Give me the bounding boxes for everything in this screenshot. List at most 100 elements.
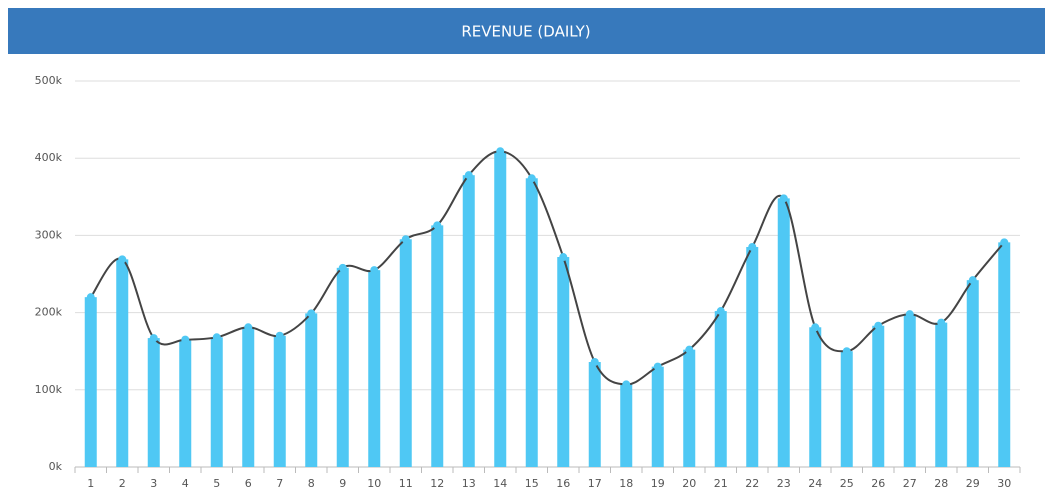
- point-marker: [433, 221, 442, 230]
- x-tick-label: 14: [493, 477, 507, 490]
- y-tick-label: 500k: [35, 74, 63, 87]
- chart-title: REVENUE (DAILY): [461, 23, 590, 41]
- bar: [557, 257, 570, 467]
- x-tick-label: 9: [339, 477, 346, 490]
- x-tick-label: 7: [276, 477, 283, 490]
- x-tick-label: 28: [934, 477, 948, 490]
- x-tick-label: 21: [714, 477, 728, 490]
- bar: [462, 175, 475, 467]
- bar: [903, 314, 916, 467]
- point-marker: [275, 331, 284, 340]
- bar: [620, 384, 633, 467]
- bar: [683, 349, 696, 467]
- x-tick-label: 13: [462, 477, 476, 490]
- bar: [588, 362, 601, 467]
- x-tick-label: 16: [556, 477, 570, 490]
- point-marker: [779, 194, 788, 203]
- point-marker: [86, 293, 95, 302]
- header-bar: [8, 8, 1045, 54]
- bar: [809, 327, 822, 467]
- bar: [431, 225, 444, 467]
- x-tick-label: 25: [840, 477, 854, 490]
- point-marker: [590, 358, 599, 367]
- x-tick-label: 19: [651, 477, 665, 490]
- bar: [840, 351, 853, 467]
- y-tick-label: 300k: [35, 228, 63, 241]
- bar: [399, 239, 412, 467]
- point-marker: [307, 309, 316, 318]
- x-tick-label: 29: [966, 477, 980, 490]
- bar: [147, 338, 160, 467]
- bar: [336, 267, 349, 467]
- point-marker: [622, 380, 631, 389]
- bar: [966, 280, 979, 467]
- point-marker: [244, 323, 253, 332]
- x-tick-label: 27: [903, 477, 917, 490]
- bar: [210, 337, 223, 467]
- point-marker: [149, 334, 158, 343]
- bar: [305, 313, 318, 467]
- x-tick-label: 15: [525, 477, 539, 490]
- x-tick-label: 4: [182, 477, 189, 490]
- bar: [746, 246, 759, 467]
- point-marker: [496, 147, 505, 156]
- bar: [179, 339, 192, 467]
- bar: [714, 311, 727, 467]
- bar: [872, 325, 885, 467]
- bar: [494, 151, 507, 467]
- bar: [651, 366, 664, 467]
- x-tick-label: 24: [808, 477, 822, 490]
- x-tick-label: 10: [367, 477, 381, 490]
- point-marker: [118, 255, 127, 264]
- x-tick-label: 12: [430, 477, 444, 490]
- bar: [84, 297, 97, 467]
- point-marker: [842, 347, 851, 356]
- bar: [525, 178, 538, 467]
- point-marker: [653, 362, 662, 371]
- x-tick-label: 20: [682, 477, 696, 490]
- x-tick-label: 30: [997, 477, 1011, 490]
- y-tick-label: 0k: [49, 460, 63, 473]
- point-marker: [370, 266, 379, 275]
- point-marker: [559, 253, 568, 262]
- x-tick-label: 8: [308, 477, 315, 490]
- y-tick-label: 100k: [35, 383, 63, 396]
- point-marker: [968, 276, 977, 285]
- point-marker: [937, 318, 946, 327]
- bar: [998, 242, 1011, 467]
- x-tick-label: 17: [588, 477, 602, 490]
- point-marker: [716, 307, 725, 316]
- y-tick-label: 400k: [35, 151, 63, 164]
- point-marker: [685, 345, 694, 354]
- point-marker: [811, 323, 820, 332]
- bar: [777, 198, 790, 467]
- point-marker: [212, 333, 221, 342]
- x-tick-label: 5: [213, 477, 220, 490]
- x-tick-label: 11: [399, 477, 413, 490]
- bar: [116, 259, 129, 467]
- point-marker: [181, 335, 190, 344]
- point-marker: [401, 235, 410, 244]
- point-marker: [1000, 238, 1009, 247]
- bar: [368, 270, 381, 467]
- trend-line: [89, 150, 1006, 386]
- bar: [935, 322, 948, 467]
- x-tick-label: 2: [119, 477, 126, 490]
- point-marker: [464, 171, 473, 180]
- bar: [273, 335, 286, 467]
- bar: [242, 327, 255, 467]
- x-tick-label: 6: [245, 477, 252, 490]
- x-tick-label: 3: [150, 477, 157, 490]
- x-tick-label: 26: [871, 477, 885, 490]
- point-marker: [874, 321, 883, 330]
- y-tick-label: 200k: [35, 306, 63, 319]
- x-tick-label: 23: [777, 477, 791, 490]
- point-marker: [338, 263, 347, 272]
- point-marker: [527, 174, 536, 183]
- point-marker: [748, 242, 757, 251]
- x-tick-label: 18: [619, 477, 633, 490]
- point-marker: [905, 310, 914, 319]
- x-tick-label: 1: [87, 477, 94, 490]
